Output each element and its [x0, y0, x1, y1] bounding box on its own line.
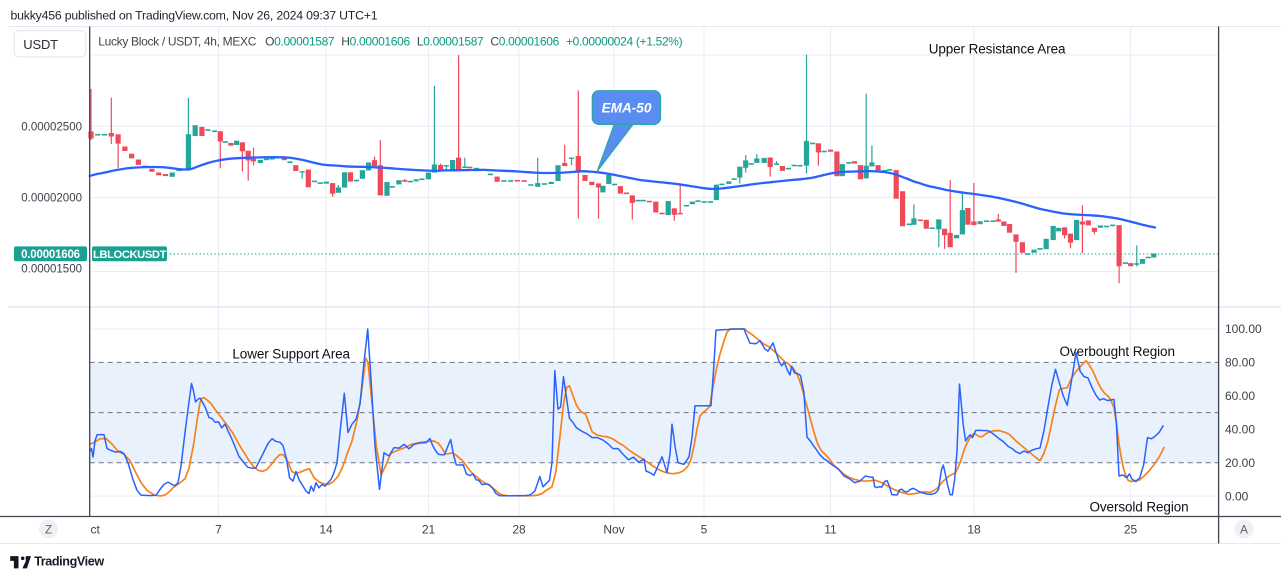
svg-text:Lower Support Area: Lower Support Area: [232, 346, 350, 361]
svg-text:0.00: 0.00: [1225, 489, 1249, 503]
svg-text:EMA-50: EMA-50: [602, 101, 652, 116]
svg-text:Z: Z: [45, 524, 52, 536]
svg-text:A: A: [1240, 524, 1248, 536]
svg-text:Nov: Nov: [603, 522, 624, 536]
svg-text:40.00: 40.00: [1225, 423, 1255, 437]
svg-text:60.00: 60.00: [1225, 389, 1255, 403]
svg-text:0.00002500: 0.00002500: [21, 122, 82, 134]
svg-text:11: 11: [824, 522, 837, 536]
svg-text:7: 7: [215, 522, 222, 536]
svg-text:0.00001606: 0.00001606: [21, 249, 80, 261]
svg-text:bukky456 published on TradingV: bukky456 published on TradingView.com, N…: [11, 8, 378, 22]
svg-text:5: 5: [701, 522, 708, 536]
svg-text:Oversold Region: Oversold Region: [1090, 500, 1189, 515]
svg-text:20.00: 20.00: [1225, 456, 1255, 470]
svg-text:ct: ct: [91, 522, 101, 536]
svg-text:28: 28: [512, 522, 526, 536]
svg-text:14: 14: [319, 522, 333, 536]
svg-text:0.00001500: 0.00001500: [21, 264, 82, 276]
svg-text:25: 25: [1124, 522, 1138, 536]
svg-text:USDT: USDT: [23, 37, 58, 52]
svg-text:21: 21: [422, 522, 436, 536]
svg-text:Overbought Region: Overbought Region: [1060, 344, 1175, 359]
svg-text:0.00002000: 0.00002000: [21, 193, 82, 205]
svg-text:18: 18: [967, 522, 981, 536]
svg-text:100.00: 100.00: [1225, 322, 1262, 336]
svg-text:80.00: 80.00: [1225, 356, 1255, 370]
svg-text:LBLOCKUSDT: LBLOCKUSDT: [93, 249, 167, 261]
svg-text:Upper Resistance Area: Upper Resistance Area: [929, 42, 1066, 57]
svg-text:TradingView: TradingView: [34, 554, 104, 568]
